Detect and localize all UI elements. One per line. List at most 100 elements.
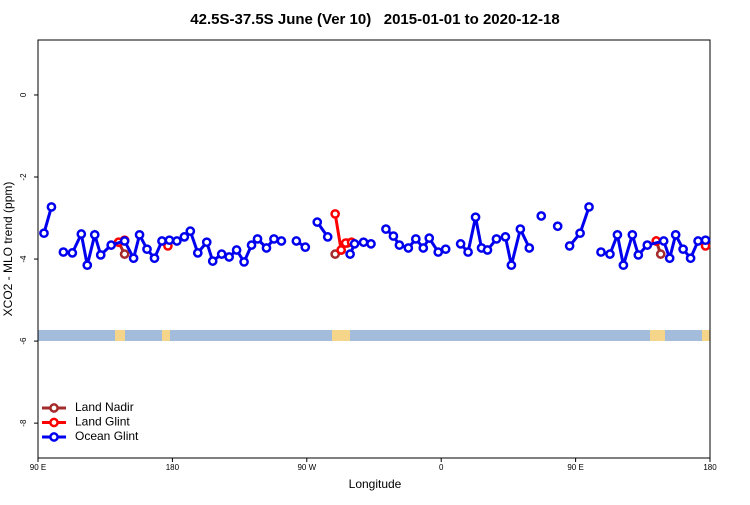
data-point (119, 249, 130, 259)
x-tick-label: 180 (703, 463, 717, 472)
data-point (330, 209, 341, 219)
data-point (658, 236, 669, 246)
data-point (524, 243, 535, 253)
data-point (128, 253, 139, 264)
ocean-strip (38, 330, 710, 341)
data-point (506, 260, 517, 271)
series-line (459, 216, 531, 266)
y-tick-label: 0 (19, 92, 28, 97)
x-tick-label: 180 (166, 463, 180, 472)
data-point (106, 240, 117, 250)
data-point (201, 237, 212, 248)
data-point (46, 202, 57, 212)
data-point (482, 245, 493, 255)
y-tick-label: -6 (19, 337, 28, 345)
data-point (700, 235, 711, 246)
data-point (119, 236, 130, 246)
data-point (261, 243, 272, 253)
chart-title: 42.5S-37.5S June (Ver 10) 2015-01-01 to … (190, 11, 559, 28)
data-point (618, 260, 629, 271)
data-point (470, 212, 481, 223)
legend-label: Ocean Glint (75, 429, 139, 443)
data-point (231, 245, 242, 255)
data-point (89, 229, 100, 240)
data-point (500, 232, 511, 242)
data-point (685, 253, 696, 264)
data-point (224, 252, 234, 262)
x-tick-label: 90 E (30, 463, 46, 472)
series-line (568, 206, 591, 247)
data-point (76, 229, 87, 239)
data-point (664, 253, 675, 264)
data-point (185, 226, 196, 237)
data-point (381, 224, 391, 234)
y-tick-label: -2 (19, 173, 28, 181)
data-point (612, 229, 623, 240)
data-point (134, 229, 145, 240)
legend-label: Land Nadir (75, 400, 134, 414)
data-point (584, 202, 594, 212)
legend-marker (49, 432, 59, 442)
data-point (207, 256, 218, 266)
data-point (463, 247, 473, 257)
legend-label: Land Glint (75, 415, 130, 429)
data-point (433, 247, 444, 257)
surface-strip (38, 330, 710, 341)
data-point (491, 234, 502, 244)
data-point (410, 234, 421, 244)
data-point (67, 248, 78, 258)
data-point (642, 240, 653, 250)
data-point (655, 249, 666, 259)
data-point (239, 257, 249, 267)
data-point (552, 221, 563, 232)
data-point (440, 244, 451, 255)
data-point (58, 247, 69, 257)
x-axis-label: Longitude (349, 477, 402, 491)
land-strip (650, 330, 665, 341)
data-point (670, 229, 681, 240)
data-point (424, 233, 435, 243)
land-strip (115, 330, 125, 341)
data-point (455, 239, 466, 249)
data-point (388, 231, 399, 241)
data-point (269, 234, 279, 244)
data-point (349, 239, 360, 249)
data-point (418, 243, 429, 253)
y-axis-label: XCO2 - MLO trend (ppm) (1, 182, 15, 317)
data-point (596, 247, 606, 257)
data-point (164, 235, 175, 246)
data-point (291, 236, 302, 246)
data-point (366, 239, 376, 249)
y-tick-label: -4 (19, 255, 28, 263)
plot-frame (37, 39, 711, 459)
data-point (300, 242, 311, 253)
data-point (564, 241, 575, 251)
data-point (216, 249, 227, 259)
data-point (345, 249, 355, 259)
data-point (633, 250, 644, 260)
legend-marker (49, 417, 59, 428)
data-point (192, 248, 203, 258)
x-tick-label: 90 E (567, 463, 583, 472)
x-tick-label: 90 W (297, 463, 316, 472)
data-point (336, 245, 346, 255)
data-point (322, 232, 333, 242)
y-tick-label: -8 (19, 419, 28, 427)
x-tick-label: 0 (439, 463, 444, 472)
data-point (95, 250, 106, 260)
data-point (252, 234, 263, 244)
land-strip (702, 330, 710, 341)
data-point (142, 244, 152, 255)
data-point (39, 228, 49, 239)
data-point (149, 253, 160, 264)
data-point (394, 240, 405, 250)
data-point (693, 236, 703, 246)
data-point (82, 260, 93, 271)
land-strip (162, 330, 170, 341)
data-point (403, 243, 414, 253)
data-point (575, 228, 585, 239)
data-point (536, 211, 547, 221)
data-point (358, 237, 369, 248)
